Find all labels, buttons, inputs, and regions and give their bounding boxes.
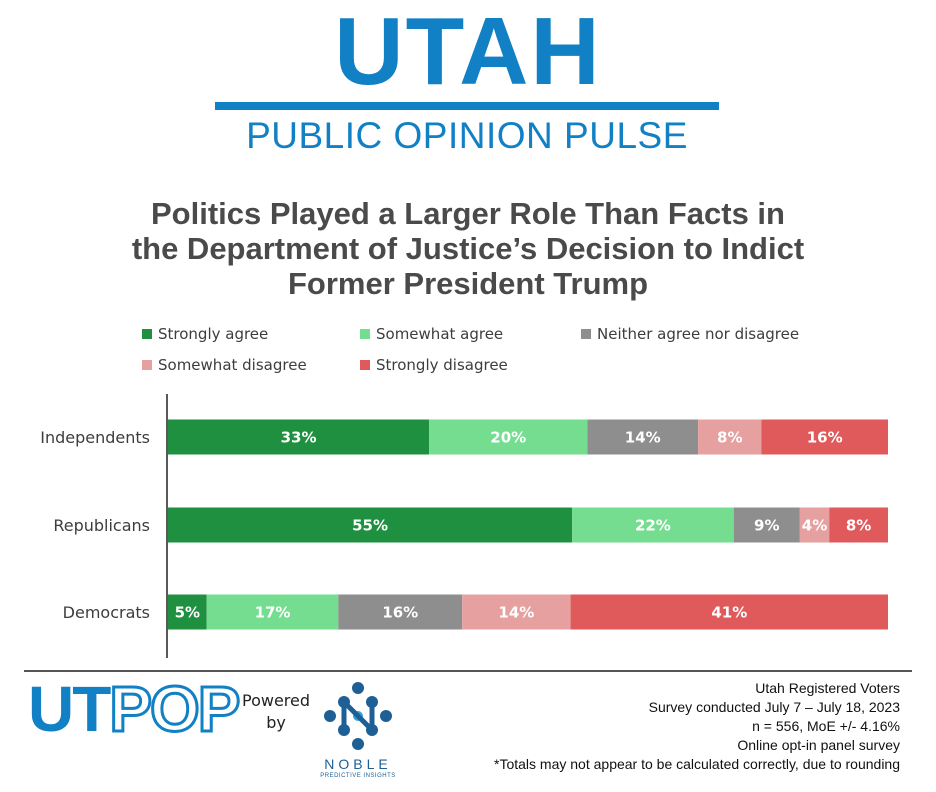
legend-swatch [581, 329, 591, 339]
brand-subtitle: PUBLIC OPINION PULSE [246, 115, 688, 156]
legend-swatch [142, 329, 152, 339]
utpop-logo: UTPOP [28, 673, 242, 746]
data-label-republicans-somewhat-disagree: 4% [802, 517, 827, 535]
category-label-independents: Independents [40, 428, 150, 447]
bar-independents-somewhat-agree [429, 419, 588, 455]
chart-title: Politics Played a Larger Role Than Facts… [80, 196, 856, 301]
noble-logo-tagline: PREDICTIVE INSIGHTS [320, 773, 396, 779]
chart-title-line-1: Politics Played a Larger Role Than Facts… [151, 196, 785, 231]
legend-item-neither: Neither agree nor disagree [581, 325, 799, 343]
noble-logo-icon [324, 682, 392, 750]
powered-by-line-2: by [266, 713, 286, 732]
stacked-bar-chart: Independents 33% 20% 14% 8% 16% Republicans 55%… [40, 394, 888, 658]
data-label-independents-somewhat-disagree: 8% [717, 429, 742, 447]
legend-swatch [360, 329, 370, 339]
bar-republicans-strongly-agree [168, 507, 573, 543]
data-label-republicans-neither-agree-nor-disagree: 9% [754, 517, 779, 535]
utpop-logo-ut: UT [28, 673, 111, 745]
data-label-independents-neither-agree-nor-disagree: 14% [625, 429, 661, 447]
category-label-republicans: Republicans [53, 516, 150, 535]
bar-democrats-neither-agree-nor-disagree [338, 594, 463, 630]
methodology-line: Online opt-in panel survey [737, 737, 900, 753]
powered-by-line-1: Powered [241, 691, 311, 710]
legend-item-somewhat-disagree: Somewhat disagree [142, 356, 307, 374]
methodology-line: n = 556, MoE +/- 4.16% [752, 718, 900, 734]
bar-democrats-strongly-disagree [570, 594, 888, 630]
bar-democrats-somewhat-agree [206, 594, 339, 630]
data-label-independents-somewhat-agree: 20% [490, 429, 526, 447]
methodology-line: Utah Registered Voters [755, 680, 900, 696]
data-label-independents-strongly-agree: 33% [281, 429, 317, 447]
data-label-democrats-strongly-agree: 5% [175, 604, 200, 622]
data-label-democrats-somewhat-disagree: 14% [498, 604, 534, 622]
bar-democrats-somewhat-disagree [462, 594, 571, 630]
legend-label: Somewhat agree [376, 325, 504, 343]
data-label-republicans-strongly-agree: 55% [352, 517, 388, 535]
data-label-democrats-neither-agree-nor-disagree: 16% [382, 604, 418, 622]
legend-swatch [142, 360, 152, 370]
legend-label: Somewhat disagree [158, 356, 307, 374]
brand-divider [215, 102, 719, 110]
legend-item-somewhat-agree: Somewhat agree [360, 325, 503, 343]
legend-swatch [360, 360, 370, 370]
data-label-republicans-strongly-disagree: 8% [846, 517, 871, 535]
bar-independents-neither-agree-nor-disagree [587, 419, 699, 455]
bar-independents-somewhat-disagree [698, 419, 762, 455]
data-label-democrats-strongly-disagree: 41% [711, 604, 747, 622]
bar-republicans-somewhat-agree [572, 507, 734, 543]
bar-republicans-strongly-disagree [829, 507, 888, 543]
footer-divider [24, 670, 912, 672]
utpop-logo-pop: POP [108, 673, 242, 746]
data-label-independents-strongly-disagree: 16% [807, 429, 843, 447]
powered-by: Powered by [236, 690, 316, 734]
brand-title: UTAH [334, 0, 602, 105]
chart-title-line-3: Former President Trump [287, 266, 649, 301]
legend-item-strongly-disagree: Strongly disagree [360, 356, 508, 374]
legend-item-strongly-agree: Strongly agree [142, 325, 268, 343]
methodology-note: Utah Registered Voters Survey conducted … [494, 679, 900, 774]
data-label-democrats-somewhat-agree: 17% [255, 604, 291, 622]
legend-label: Neither agree nor disagree [597, 325, 800, 343]
bar-republicans-neither-agree-nor-disagree [733, 507, 800, 543]
bar-independents-strongly-disagree [761, 419, 888, 455]
legend-label: Strongly agree [158, 325, 269, 343]
bar-republicans-somewhat-disagree [799, 507, 830, 543]
legend-label: Strongly disagree [376, 356, 508, 374]
category-label-democrats: Democrats [63, 603, 150, 622]
bar-democrats-strongly-agree [168, 594, 207, 630]
data-label-republicans-somewhat-agree: 22% [635, 517, 671, 535]
methodology-line: *Totals may not appear to be calculated … [494, 756, 900, 772]
methodology-line: Survey conducted July 7 – July 18, 2023 [648, 699, 900, 715]
chart-title-line-2: the Department of Justice’s Decision to … [131, 231, 805, 266]
noble-logo-name: NOBLE [324, 756, 392, 772]
bar-independents-strongly-agree [168, 419, 430, 455]
